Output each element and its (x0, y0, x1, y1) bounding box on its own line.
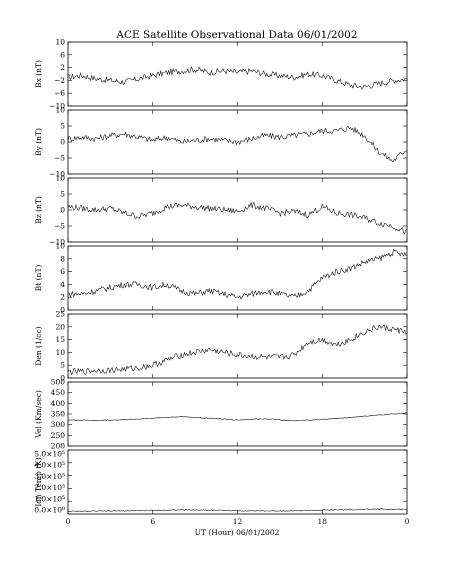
y-tick-label: 8 (60, 254, 65, 263)
y-tick-label: 15 (55, 335, 65, 344)
series-line (67, 66, 408, 90)
panel-3: −10 −5 0 5 10 Bz (nT) (34, 174, 408, 247)
y-tick-label: 10 (55, 106, 65, 115)
y-tick-label: 500 (51, 378, 66, 387)
x-tick-label: 6 (150, 517, 155, 526)
y-tick-label: 200 (51, 442, 66, 451)
panel-frame (67, 177, 408, 243)
y-axis-label: Bz (nT) (34, 196, 43, 224)
y-tick-label: 20 (55, 322, 65, 331)
y-tick-label: 1.0×10⁵ (34, 494, 65, 503)
panel-5: 0 5 10 15 20 25 Den (1/cc) (34, 310, 408, 383)
panels-layer: −10 −6 −2 2 6 10 Bx (nT) −10 −5 0 5 10 By (nT) −10 −5 0… (34, 38, 408, 515)
y-tick-label: 10 (55, 348, 65, 357)
panel-frame (67, 381, 408, 447)
y-tick-label: 4.0×10⁵ (34, 461, 65, 470)
panel-4: 0 2 4 6 8 10 Bt (nT) (34, 242, 408, 315)
series-line (67, 412, 408, 422)
y-tick-label: 25 (55, 310, 65, 319)
y-tick-label: −5 (54, 222, 65, 231)
y-tick-label: 0 (60, 206, 65, 215)
y-tick-label: −5 (54, 154, 65, 163)
y-tick-label: 2 (60, 293, 65, 302)
y-tick-label: 4 (60, 280, 65, 289)
chart-title: ACE Satellite Observational Data 06/01/2… (115, 29, 357, 41)
y-tick-label: 6 (60, 267, 65, 276)
x-tick-label: 12 (233, 517, 243, 526)
panel-frame (67, 313, 408, 379)
y-tick-label: 300 (51, 420, 66, 429)
panel-7: 0.0×10⁰ 1.0×10⁵ 2.0×10⁵ 3.0×10⁵ 4.0×10⁵ 5.0×1… (34, 449, 408, 515)
series-line (67, 202, 408, 235)
y-tick-label: −6 (54, 89, 65, 98)
series-line (67, 249, 408, 300)
panel-frame (67, 41, 408, 107)
panel-1: −10 −6 −2 2 6 10 Bx (nT) (34, 38, 408, 111)
x-tick-label: 0 (66, 517, 71, 526)
x-axis: 0 6 12 18 0 (66, 517, 410, 526)
panel-frame (67, 245, 408, 311)
y-tick-label: 10 (55, 242, 65, 251)
y-axis-label: By (nT) (34, 128, 43, 156)
y-axis-label: Ion Temp (K) (34, 457, 43, 506)
y-tick-label: −10 (49, 238, 65, 247)
y-tick-label: 250 (51, 431, 66, 440)
panel-2: −10 −5 0 5 10 By (nT) (34, 106, 408, 179)
y-axis-label: Vel (Km/sec) (34, 390, 43, 439)
y-tick-label: 400 (51, 399, 66, 408)
y-tick-label: −2 (54, 76, 65, 85)
y-tick-label: 450 (51, 388, 66, 397)
y-tick-label: 0.0×10⁰ (34, 506, 65, 515)
y-axis-label: Den (1/cc) (34, 326, 43, 365)
y-tick-label: 2.0×10⁵ (34, 483, 65, 492)
y-tick-label: 10 (55, 174, 65, 183)
x-axis-label: UT (Hour) 06/01/2002 (195, 528, 280, 537)
y-tick-label: 2 (60, 63, 65, 72)
series-line (67, 324, 408, 375)
y-tick-label: 0 (60, 306, 65, 315)
y-tick-label: −10 (49, 170, 65, 179)
y-tick-label: 5.0×10⁵ (34, 450, 65, 459)
x-tick-label: 0 (405, 517, 410, 526)
y-tick-label: 0 (60, 138, 65, 147)
y-tick-label: 5 (60, 122, 65, 131)
y-tick-label: 10 (55, 38, 65, 47)
x-tick-label: 18 (317, 517, 327, 526)
y-tick-label: 0 (60, 374, 65, 383)
y-axis-label: Bt (nT) (34, 265, 43, 292)
y-tick-label: −10 (49, 102, 65, 111)
panel-frame (67, 449, 408, 515)
y-tick-label: 5 (60, 361, 65, 370)
y-tick-label: 3.0×10⁵ (34, 472, 65, 481)
series-line (67, 508, 408, 513)
y-tick-label: 5 (60, 190, 65, 199)
y-tick-label: 6 (60, 50, 65, 59)
series-line (67, 126, 408, 163)
y-axis-label: Bx (nT) (34, 60, 43, 88)
y-tick-label: 350 (51, 410, 66, 419)
